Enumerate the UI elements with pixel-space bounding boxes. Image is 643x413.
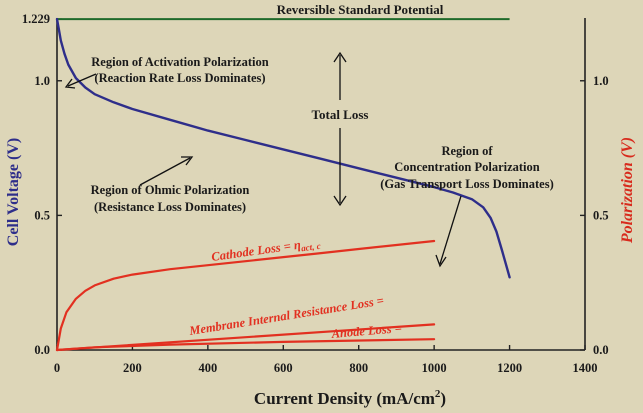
- anode-series-line: [55, 338, 436, 352]
- y-tick-label-right: 0.5: [593, 208, 609, 222]
- activation-arrow: [67, 73, 97, 87]
- x-tick-label: 400: [198, 361, 217, 375]
- x-tick-label: 800: [349, 361, 368, 375]
- activation-title: Region of Activation Polarization: [91, 55, 268, 69]
- y-tick-labels-left: 0.0 0.5 1.0 1.229: [22, 12, 50, 357]
- x-tick-label: 200: [123, 361, 142, 375]
- y-tick-label-right: 0.0: [593, 343, 609, 357]
- series-lines: [55, 17, 511, 352]
- annotation-arrows: [64, 73, 462, 268]
- y-tick-label-left: 1.0: [34, 74, 50, 88]
- y-tick-label-right: 1.0: [593, 74, 609, 88]
- ohmic-title: Region of Ohmic Polarization: [91, 183, 250, 197]
- anode-loss-label: Anode Loss =: [330, 321, 402, 341]
- x-tick-label: 600: [274, 361, 293, 375]
- x-tick-label: 1200: [497, 361, 522, 375]
- total-loss-arrowhead-down: [333, 195, 347, 207]
- activation-arrowhead: [64, 78, 76, 89]
- voltage-series-line: [55, 17, 511, 279]
- left-y-axis-title: Cell Voltage (V): [5, 138, 22, 246]
- x-tick-label: 0: [54, 361, 60, 375]
- cathode-series-line: [55, 239, 436, 352]
- concentration-line-2: Concentration Polarization: [394, 160, 540, 174]
- total-loss-arrow: [333, 51, 347, 207]
- y-tick-label-left: 1.229: [22, 12, 50, 26]
- ohmic-arrow: [139, 157, 191, 186]
- x-axis-title: Current Density (mA/cm2): [254, 388, 446, 408]
- total-loss-label: Total Loss: [312, 107, 369, 122]
- x-tick-label: 1000: [422, 361, 447, 375]
- concentration-line-3: (Gas Transport Loss Dominates): [380, 177, 554, 191]
- activation-subtitle: (Reaction Rate Loss Dominates): [94, 71, 265, 85]
- right-y-axis-title: Polarization (V): [619, 137, 636, 244]
- y-tick-label-left: 0.5: [34, 208, 50, 222]
- concentration-annotation: Region of Concentration Polarization (Ga…: [380, 144, 554, 191]
- y-tick-label-left: 0.0: [34, 343, 50, 357]
- concentration-arrow: [439, 195, 462, 265]
- ohmic-annotation: Region of Ohmic Polarization (Resistance…: [91, 183, 250, 214]
- axes: [56, 18, 586, 351]
- concentration-line-1: Region of: [441, 144, 493, 158]
- ohmic-subtitle: (Resistance Loss Dominates): [94, 200, 246, 214]
- y-tick-labels-right: 0.0 0.5 1.0: [593, 74, 609, 357]
- ohmic-arrowhead: [181, 156, 194, 166]
- x-tick-label: 1400: [573, 361, 598, 375]
- reversible-potential-label: Reversible Standard Potential: [277, 2, 444, 17]
- activation-annotation: Region of Activation Polarization (React…: [91, 55, 268, 85]
- x-tick-labels: 0 200 400 600 800 1000 1200 1400: [54, 361, 598, 375]
- total-loss-arrowhead-up: [333, 51, 347, 63]
- concentration-arrowhead: [435, 254, 447, 268]
